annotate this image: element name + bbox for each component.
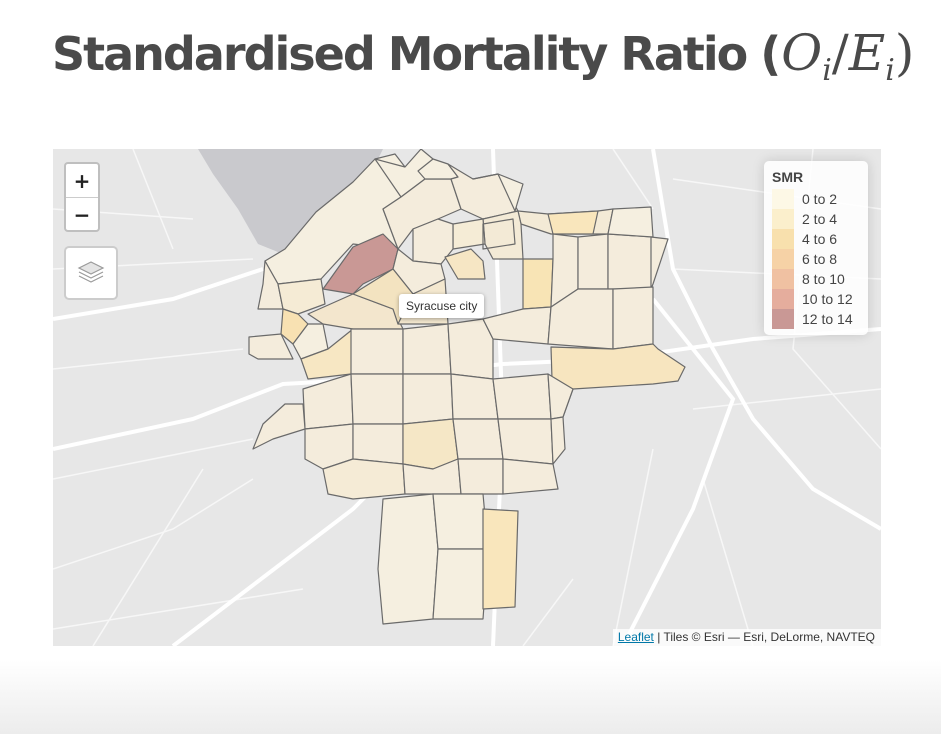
tract <box>607 233 654 290</box>
layers-icon <box>77 261 105 283</box>
tract <box>497 418 554 465</box>
legend-label: 0 to 2 <box>802 191 838 207</box>
slide-title: Standardised Mortality Ratio ( Oi/Ei) <box>52 24 914 104</box>
tract <box>452 218 486 250</box>
tract <box>377 493 439 625</box>
legend-item: 0 to 2 <box>772 189 860 209</box>
legend-swatch <box>772 249 794 269</box>
tract <box>292 323 329 360</box>
map-attribution: Leaflet | Tiles © Esri — Esri, DeLorme, … <box>612 629 881 646</box>
layers-button[interactable] <box>64 246 118 300</box>
tract <box>457 458 504 495</box>
zoom-out-button[interactable]: − <box>66 197 98 230</box>
tract <box>402 418 459 470</box>
legend-label: 12 to 14 <box>802 311 853 327</box>
legend-item: 10 to 12 <box>772 289 860 309</box>
zoom-control: + − <box>64 162 100 232</box>
tract <box>402 373 454 425</box>
tract <box>550 343 686 418</box>
legend-swatch <box>772 289 794 309</box>
tract <box>447 318 494 380</box>
leaflet-link[interactable]: Leaflet <box>617 630 654 644</box>
title-formula: Oi/Ei) <box>781 24 914 88</box>
formula-subscript-i: i <box>822 53 832 88</box>
legend-label: 2 to 4 <box>802 211 838 227</box>
legend-swatch <box>772 309 794 329</box>
title-text: Standardised Mortality Ratio ( <box>52 27 781 81</box>
tract <box>650 236 669 290</box>
tract <box>402 323 452 375</box>
formula-E: E <box>848 24 886 82</box>
tract <box>522 258 554 310</box>
legend-swatch <box>772 229 794 249</box>
formula-subscript-i: i <box>885 53 895 88</box>
tract <box>502 458 559 495</box>
tract <box>277 278 326 315</box>
legend-label: 6 to 8 <box>802 251 838 267</box>
tract <box>472 173 524 212</box>
tract <box>432 548 489 620</box>
tract <box>322 458 406 500</box>
formula-close-paren: ) <box>894 24 915 82</box>
census-tracts <box>248 149 686 625</box>
tract <box>257 260 284 310</box>
tract <box>248 333 294 360</box>
legend-item: 6 to 8 <box>772 249 860 269</box>
tract <box>482 508 519 610</box>
legend-swatch <box>772 269 794 289</box>
formula-O: O <box>781 24 823 82</box>
legend-label: 8 to 10 <box>802 271 845 287</box>
attribution-text: | Tiles © Esri — Esri, DeLorme, NAVTEQ <box>653 630 875 644</box>
tract <box>252 403 306 450</box>
map-container[interactable]: + − Syracuse city SMR 0 to 2 2 to 4 4 to 6… <box>53 149 881 646</box>
tract <box>550 416 566 465</box>
tract <box>452 418 504 460</box>
zoom-in-button[interactable]: + <box>73 168 91 193</box>
legend-item: 8 to 10 <box>772 269 860 289</box>
legend-item: 4 to 6 <box>772 229 860 249</box>
tract <box>450 373 499 420</box>
lake-water <box>198 149 383 254</box>
tract <box>482 218 516 250</box>
tract <box>444 248 486 280</box>
tract <box>612 286 654 350</box>
tract <box>350 328 404 375</box>
legend-label: 4 to 6 <box>802 231 838 247</box>
legend-swatch <box>772 209 794 229</box>
legend-label: 10 to 12 <box>802 291 853 307</box>
tract <box>432 493 489 550</box>
map-tooltip: Syracuse city <box>399 294 485 318</box>
legend-items: 0 to 2 2 to 4 4 to 6 6 to 8 8 to 10 10 to 12 1… <box>772 189 860 329</box>
tract <box>492 373 552 420</box>
formula-slash: / <box>831 24 849 82</box>
tract <box>482 306 552 345</box>
legend: SMR 0 to 2 2 to 4 4 to 6 6 to 8 8 to 10 10 to… <box>764 161 868 335</box>
tract <box>352 423 404 465</box>
legend-title: SMR <box>772 169 804 185</box>
legend-item: 12 to 14 <box>772 309 860 329</box>
legend-swatch <box>772 189 794 209</box>
tract <box>577 233 609 290</box>
basemap[interactable] <box>53 149 881 646</box>
tract <box>607 206 654 238</box>
tract <box>547 210 599 235</box>
tract <box>350 373 404 425</box>
legend-item: 2 to 4 <box>772 209 860 229</box>
